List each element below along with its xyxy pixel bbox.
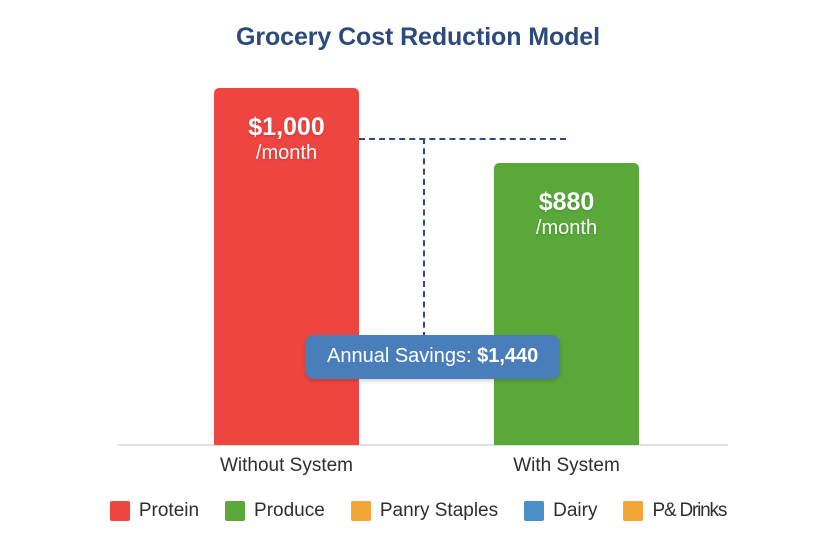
chart-legend: Protein Produce Panry Staples Dairy P& D… xyxy=(0,500,836,522)
legend-item-p-and-drinks[interactable]: P& Drinks xyxy=(623,500,727,522)
category-label-with-system: With System xyxy=(513,455,620,476)
annual-savings-badge: Annual Savings: $1,440 xyxy=(305,335,561,379)
bar-without-system: $1,000 /month xyxy=(214,88,359,445)
category-label-without-system: Without System xyxy=(219,455,354,476)
bar-with-system-amount: $880 xyxy=(538,188,595,216)
bar-without-system-value: $1,000 /month xyxy=(214,114,359,167)
legend-swatch-p-and-drinks xyxy=(623,501,644,521)
legend-label-dairy: Dairy xyxy=(553,500,598,521)
bar-without-system-amount: $1,000 xyxy=(248,113,325,141)
legend-item-produce[interactable]: Produce xyxy=(225,500,325,522)
legend-label-p-and-drinks: P& Drinks xyxy=(652,500,727,521)
legend-item-panry-staples[interactable]: Panry Staples xyxy=(350,500,499,522)
bar-with-system-period: /month xyxy=(535,217,598,240)
annual-savings-label: Annual Savings: xyxy=(327,345,472,367)
legend-label-produce: Produce xyxy=(254,500,325,521)
bar-with-system: $880 /month xyxy=(494,163,639,445)
chart-title: Grocery Cost Reduction Model xyxy=(236,23,600,51)
legend-swatch-dairy xyxy=(524,501,545,521)
annual-savings-amount: $1,440 xyxy=(477,345,539,367)
plot-area: $1,000 /month $880 /month Annual Savings… xyxy=(118,70,728,445)
bar-without-system-period: /month xyxy=(255,142,318,165)
legend-label-panry-staples: Panry Staples xyxy=(379,500,499,521)
legend-swatch-protein xyxy=(109,501,130,521)
legend-label-protein: Protein xyxy=(138,500,200,521)
category-labels: Without System With System xyxy=(118,455,728,485)
axis-baseline xyxy=(118,444,728,446)
bar-with-system-value: $880 /month xyxy=(494,189,639,242)
legend-item-dairy[interactable]: Dairy xyxy=(524,500,597,522)
legend-swatch-produce xyxy=(225,501,246,521)
connector-vertical-dashed-line xyxy=(423,138,425,338)
legend-item-protein[interactable]: Protein xyxy=(109,500,200,522)
legend-swatch-panry-staples xyxy=(350,501,371,521)
connector-horizontal-dashed-line xyxy=(359,138,566,140)
